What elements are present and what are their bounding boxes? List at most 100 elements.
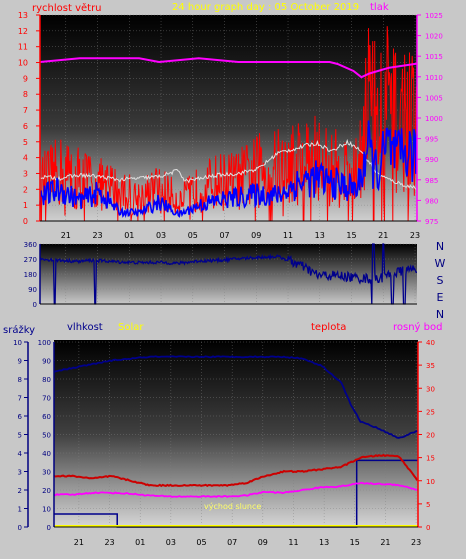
wind-axis-tick-label: 9 <box>23 74 28 83</box>
wind-x-tick-label: 05 <box>188 231 198 240</box>
wind-x-tick-label: 07 <box>219 231 229 240</box>
wind-axis-tick-label: 12 <box>18 27 28 36</box>
humidity-axis-tick-label: 40 <box>42 450 51 458</box>
dew-point-line <box>53 481 418 499</box>
pressure-label: tlak <box>370 2 389 13</box>
rain-axis-tick-label: 6 <box>18 413 23 421</box>
pressure-axis-tick-label: 1015 <box>425 53 443 61</box>
wind-x-tick-label: 23 <box>92 231 102 240</box>
temperature-axis-tick-label: 15 <box>426 455 435 463</box>
climate-x-tick-label: 05 <box>196 538 206 547</box>
pressure-axis-tick-label: 990 <box>425 156 438 164</box>
pressure-axis-tick-label: 1005 <box>425 94 443 102</box>
humidity-axis-tick-label: 10 <box>42 506 51 514</box>
wind-x-tick-label: 11 <box>283 231 293 240</box>
pressure-axis-tick-label: 975 <box>425 218 438 226</box>
direction-grid <box>40 243 417 305</box>
climate-x-tick-label: 23 <box>104 538 114 547</box>
rain-axis-tick-label: 3 <box>18 469 22 477</box>
pressure-axis-tick-label: 1000 <box>425 115 443 123</box>
temperature-axis-tick-label: 0 <box>426 524 430 532</box>
direction-axes: 0 90 180 270 360 <box>24 241 417 309</box>
wind-axis-tick-label: 8 <box>23 90 28 99</box>
wind-x-tick-label: 15 <box>346 231 356 240</box>
humidity-axis-tick-label: 60 <box>42 413 51 421</box>
direction-axis-tick-label: 90 <box>28 286 37 294</box>
humidity-axis-tick-label: 100 <box>38 339 51 347</box>
compass-letter: S <box>437 274 444 287</box>
wind-average-line <box>39 120 418 219</box>
temperature-axis-tick-label: 40 <box>426 339 435 347</box>
climate-x-tick-label: 21 <box>380 538 390 547</box>
climate-x-tick-label: 07 <box>227 538 237 547</box>
wind-axis-tick-label: 10 <box>18 59 28 68</box>
humidity-axis-tick-label: 30 <box>42 469 51 477</box>
compass-letter: N <box>436 308 444 321</box>
wind-x-tick-label: 21 <box>378 231 388 240</box>
climate-x-tick-label: 01 <box>135 538 145 547</box>
wind-axis-tick-label: 0 <box>23 217 28 226</box>
wind-axis-tick-label: 1 <box>23 201 28 210</box>
humidity-axis-tick-label: 0 <box>47 524 51 532</box>
humidity-axis-tick-label: 90 <box>42 358 51 366</box>
direction-axis-tick-label: 270 <box>24 256 37 264</box>
climate-x-tick-label: 21 <box>74 538 84 547</box>
pressure-axis-tick-label: 1020 <box>425 33 443 41</box>
rain-axis-tick-label: 9 <box>18 358 22 366</box>
wind-x-tick-label: 03 <box>156 231 166 240</box>
climate-x-tick-label: 03 <box>166 538 176 547</box>
wind-x-tick-label: 23 <box>410 231 420 240</box>
dew-point-label: rosný bod <box>393 321 442 333</box>
rain-axis-tick-label: 10 <box>13 339 22 347</box>
humidity-axis-tick-label: 50 <box>42 432 51 440</box>
rain-axis-tick-label: 4 <box>18 450 23 458</box>
humidity-line <box>53 355 419 439</box>
pressure-axis-tick-label: 1010 <box>425 74 443 82</box>
temperature-line <box>53 453 419 488</box>
chart-title: 24 hour graph day : 05 October 2019 <box>172 2 359 13</box>
climate-x-tick-label: 13 <box>319 538 329 547</box>
climate-x-tick-label: 11 <box>288 538 298 547</box>
humidity-axis-tick-label: 80 <box>42 376 51 384</box>
direction-axis-tick-label: 180 <box>24 271 37 279</box>
compass-letter: N <box>436 240 444 253</box>
wind-x-tick-label: 21 <box>61 231 71 240</box>
direction-panel-bg <box>40 244 417 304</box>
humidity-axis-tick-label: 70 <box>42 395 51 403</box>
wind-axis-tick-label: 13 <box>18 11 28 20</box>
wind-series <box>39 26 418 222</box>
wind-axis-tick-label: 2 <box>23 185 28 194</box>
rain-axis-tick-label: 1 <box>18 506 22 514</box>
wind-x-tick-label: 01 <box>124 231 134 240</box>
climate-x-tick-label: 09 <box>258 538 268 547</box>
pressure-axis-tick-label: 1025 <box>425 12 443 20</box>
climate-x-tick-label: 23 <box>411 538 421 547</box>
wind-x-tick-label: 13 <box>315 231 325 240</box>
temperature-axis-tick-label: 5 <box>426 501 430 509</box>
sunrise-label: východ slunce <box>204 502 261 511</box>
humidity-axis-tick-label: 20 <box>42 487 51 495</box>
pressure-line <box>39 57 418 79</box>
wind-axis-tick-label: 4 <box>23 154 28 163</box>
wind-axis-tick-label: 7 <box>23 106 28 115</box>
wind-axis-tick-label: 5 <box>23 138 28 147</box>
pressure-axis-tick-label: 995 <box>425 136 438 144</box>
humidity-label: vlhkost <box>67 322 103 333</box>
pressure-axis-tick-label: 980 <box>425 197 438 205</box>
temperature-label: teplota <box>311 322 346 333</box>
compass-letter: E <box>437 291 444 304</box>
climate-x-tick-label: 15 <box>350 538 360 547</box>
rain-label: srážky <box>3 324 35 336</box>
rain-axis-tick-label: 7 <box>18 395 22 403</box>
wind-axis-tick-label: 6 <box>23 122 28 131</box>
direction-axis-tick-label: 360 <box>24 241 37 249</box>
wind-direction-line <box>39 243 417 305</box>
solar-label: Solar <box>118 322 144 333</box>
rain-axis-tick-label: 2 <box>18 487 22 495</box>
temperature-axis-tick-label: 30 <box>426 385 435 393</box>
wind-axis-tick-label: 3 <box>23 169 28 178</box>
grey-line <box>39 138 417 190</box>
temperature-axis-tick-label: 20 <box>426 432 435 440</box>
